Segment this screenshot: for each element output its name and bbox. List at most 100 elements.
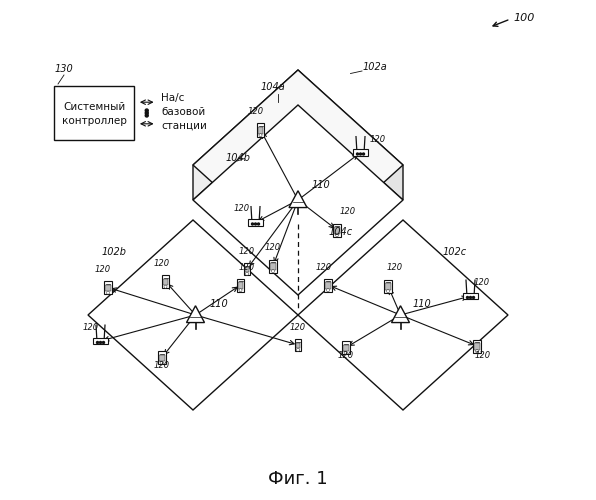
Circle shape — [296, 348, 300, 352]
Text: 102b: 102b — [102, 247, 127, 257]
Polygon shape — [193, 105, 403, 295]
Text: 104b: 104b — [225, 153, 250, 163]
Bar — [93, 338, 108, 344]
Text: 104a: 104a — [260, 82, 285, 92]
Text: Фиг. 1: Фиг. 1 — [268, 470, 328, 488]
FancyBboxPatch shape — [54, 86, 134, 140]
Text: 120: 120 — [370, 134, 386, 143]
Bar — [343, 341, 350, 354]
Circle shape — [257, 223, 259, 225]
Circle shape — [467, 296, 468, 298]
Bar — [474, 344, 480, 349]
Bar — [386, 284, 390, 290]
Bar — [244, 263, 250, 275]
Bar — [257, 124, 264, 136]
Circle shape — [336, 234, 339, 236]
Bar — [248, 219, 263, 226]
Text: 120: 120 — [265, 244, 281, 252]
Bar — [159, 351, 166, 364]
Text: 120: 120 — [154, 259, 170, 268]
Bar — [324, 278, 331, 291]
Bar — [163, 279, 168, 285]
Text: станции: станции — [162, 121, 207, 131]
Text: 120: 120 — [386, 264, 402, 272]
Text: 120: 120 — [316, 262, 332, 272]
Circle shape — [252, 223, 253, 225]
Bar — [296, 342, 300, 348]
Circle shape — [259, 134, 262, 136]
Bar — [258, 128, 263, 134]
Text: 102a: 102a — [363, 62, 388, 72]
Text: 110: 110 — [312, 180, 331, 190]
Text: базовой: базовой — [162, 107, 206, 117]
Text: 120: 120 — [239, 262, 255, 272]
Bar — [162, 275, 169, 288]
Polygon shape — [289, 191, 307, 208]
Bar — [245, 266, 249, 272]
Circle shape — [160, 361, 163, 364]
Text: 120: 120 — [340, 208, 356, 216]
Circle shape — [246, 272, 249, 276]
Bar — [473, 340, 480, 352]
Circle shape — [254, 223, 256, 225]
Bar — [159, 355, 164, 361]
Circle shape — [103, 342, 104, 344]
Text: 110: 110 — [413, 299, 432, 309]
Circle shape — [239, 288, 242, 292]
Bar — [343, 345, 349, 351]
Circle shape — [107, 291, 110, 294]
Circle shape — [344, 351, 347, 354]
Text: 120: 120 — [234, 204, 250, 213]
Circle shape — [145, 109, 148, 112]
Circle shape — [145, 114, 148, 117]
Text: 120: 120 — [338, 351, 354, 360]
Polygon shape — [298, 70, 403, 200]
Circle shape — [473, 296, 474, 298]
Text: 130: 130 — [55, 64, 74, 74]
Circle shape — [327, 288, 330, 292]
Circle shape — [97, 342, 98, 344]
Text: 104c: 104c — [329, 227, 353, 237]
Bar — [269, 260, 277, 272]
Circle shape — [362, 153, 365, 155]
Circle shape — [145, 112, 148, 114]
Text: 120: 120 — [95, 265, 111, 274]
Text: 120: 120 — [247, 107, 263, 116]
Circle shape — [386, 290, 390, 292]
Circle shape — [470, 296, 471, 298]
Text: 120: 120 — [239, 247, 255, 256]
Bar — [238, 282, 243, 288]
Bar — [384, 280, 392, 292]
Circle shape — [476, 350, 479, 352]
Polygon shape — [193, 70, 298, 200]
Text: 100: 100 — [513, 13, 535, 23]
Bar — [104, 281, 111, 294]
Text: 102c: 102c — [443, 247, 467, 257]
Text: Системный: Системный — [63, 102, 125, 112]
Polygon shape — [193, 70, 403, 260]
Text: 120: 120 — [474, 278, 490, 287]
Bar — [334, 228, 340, 234]
Polygon shape — [187, 306, 204, 322]
Bar — [105, 285, 111, 291]
Text: контроллер: контроллер — [61, 116, 126, 126]
Text: 110: 110 — [210, 299, 228, 309]
Circle shape — [359, 153, 362, 155]
Bar — [463, 292, 478, 300]
Bar — [353, 149, 368, 156]
Bar — [333, 224, 340, 236]
Polygon shape — [298, 220, 508, 410]
Bar — [271, 264, 275, 270]
Text: На/с: На/с — [162, 93, 185, 103]
Bar — [237, 278, 244, 291]
Circle shape — [356, 153, 359, 155]
Bar — [325, 282, 331, 288]
Text: 120: 120 — [82, 324, 98, 332]
Text: 120: 120 — [290, 323, 306, 332]
Bar — [294, 339, 302, 351]
Text: 120: 120 — [154, 361, 170, 370]
Polygon shape — [88, 220, 298, 410]
Polygon shape — [392, 306, 409, 322]
Circle shape — [100, 342, 101, 344]
Circle shape — [164, 285, 167, 288]
